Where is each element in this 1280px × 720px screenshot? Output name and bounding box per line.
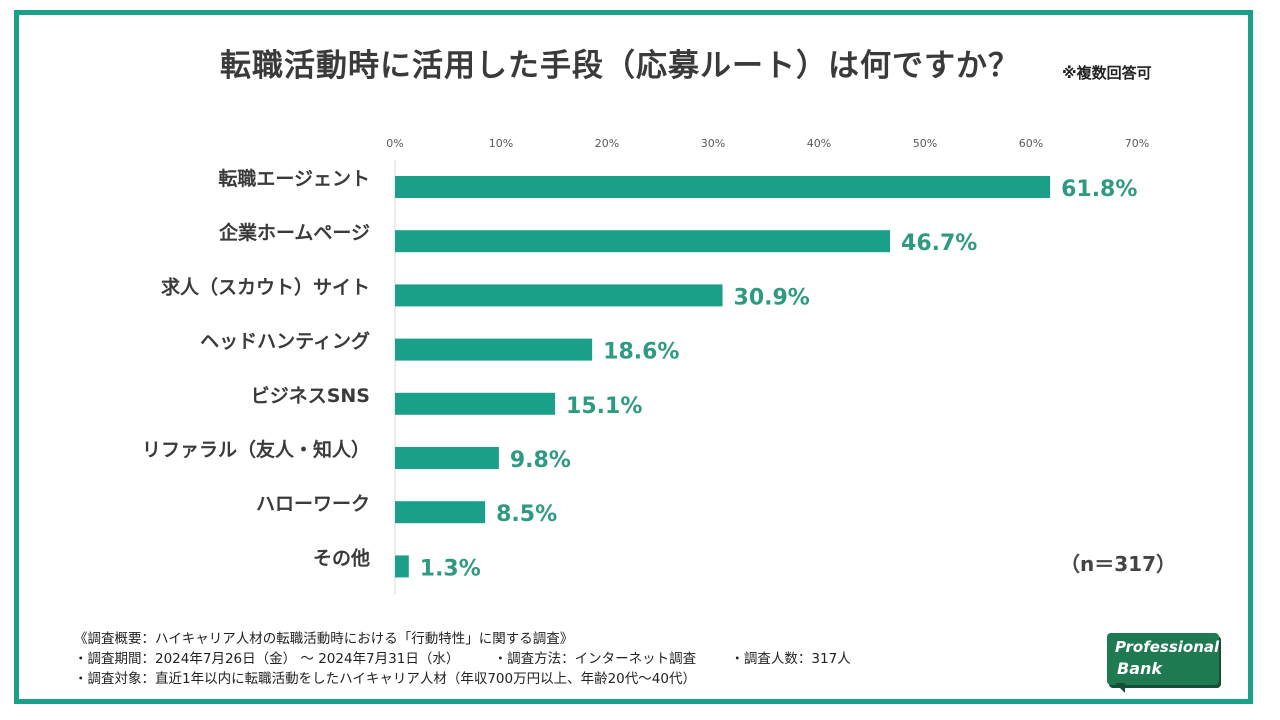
bar — [395, 392, 556, 415]
footer-count: ・調査人数：317人 — [730, 651, 851, 667]
category-label: ヘッドハンティング — [200, 330, 370, 353]
logo-tail — [1115, 683, 1125, 693]
border-frame — [14, 10, 1253, 704]
logo-text-bank: Bank — [1117, 659, 1163, 678]
x-tick-label: 50% — [913, 137, 937, 150]
x-tick-label: 0% — [386, 137, 403, 150]
value-label: 46.7% — [901, 231, 977, 256]
value-label: 61.8% — [1061, 177, 1137, 202]
bar — [395, 338, 593, 361]
footer-method: ・調査方法：インターネット調査 — [493, 651, 697, 667]
category-label: 転職エージェント — [218, 167, 370, 190]
bar — [395, 447, 499, 469]
footer-overview: 《調査概要：ハイキャリア人材の転職活動時における「行動特性」に関する調査》 — [74, 631, 574, 647]
professional-bank-logo: Professional Bank — [1107, 633, 1219, 685]
bar — [395, 501, 486, 524]
category-label: ハローワーク — [256, 493, 370, 515]
category-label: リファラル（友人・知人） — [142, 438, 370, 461]
x-tick-label: 70% — [1125, 137, 1149, 150]
footer-target: ・調査対象：直近1年以内に転職活動をしたハイキャリア人材（年収700万円以上、年… — [74, 671, 696, 687]
category-label: その他 — [313, 546, 370, 569]
value-label: 8.5% — [496, 502, 557, 527]
value-label: 18.6% — [603, 340, 679, 365]
value-label: 15.1% — [566, 394, 642, 419]
x-tick-label: 30% — [701, 137, 725, 150]
bar — [395, 284, 723, 307]
category-label: 企業ホームページ — [218, 221, 370, 244]
x-tick-label: 60% — [1019, 137, 1043, 150]
survey-footer: 《調査概要：ハイキャリア人材の転職活動時における「行動特性」に関する調査》 ・調… — [74, 629, 881, 689]
value-label: 30.9% — [734, 285, 810, 310]
logo-text-professional: Professional — [1115, 638, 1220, 656]
bar — [395, 230, 891, 253]
footer-period: ・調査期間：2024年7月26日（金） ～ 2024年7月31日（水） — [74, 651, 460, 667]
bar — [395, 555, 409, 578]
x-tick-label: 40% — [807, 137, 831, 150]
chart-title: 転職活動時に活用した手段（応募ルート）は何ですか？ — [220, 48, 1020, 84]
x-tick-label: 10% — [489, 137, 513, 150]
bar — [395, 176, 1051, 198]
value-label: 9.8% — [510, 448, 571, 473]
sample-size-label: （n＝317） — [1060, 552, 1176, 576]
category-label: 求人（スカウト）サイト — [161, 275, 370, 298]
x-tick-label: 20% — [595, 137, 619, 150]
value-label: 1.3% — [420, 556, 481, 581]
footer-line-2: ・調査期間：2024年7月26日（金） ～ 2024年7月31日（水） ・調査方… — [74, 649, 881, 669]
multiple-answer-note: ※複数回答可 — [1062, 64, 1152, 82]
category-label: ビジネスSNS — [251, 385, 370, 407]
